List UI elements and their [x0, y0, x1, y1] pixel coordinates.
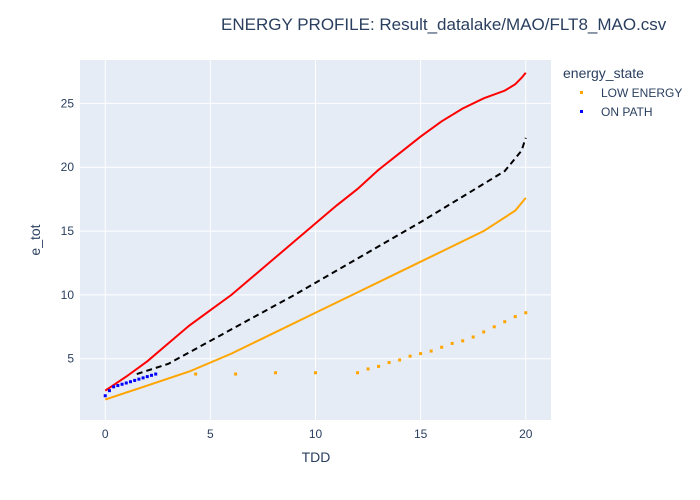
- chart-title: ENERGY PROFILE: Result_datalake/MAO/FLT8…: [221, 15, 667, 34]
- y-tick-label: 10: [61, 288, 75, 302]
- data-point-on-path: [103, 394, 107, 398]
- data-point-low-energy: [398, 358, 402, 362]
- data-point-low-energy: [524, 311, 528, 315]
- data-point-low-energy: [461, 339, 465, 343]
- legend-label-on-path: ON PATH: [601, 105, 653, 119]
- y-tick-label: 20: [61, 160, 75, 174]
- data-point-low-energy: [274, 371, 278, 375]
- y-tick-label: 15: [61, 224, 75, 238]
- series-line-2: [104, 197, 527, 401]
- x-tick-label: 0: [102, 427, 109, 441]
- x-axis-title: TDD: [302, 449, 331, 465]
- y-tick-label: 5: [67, 352, 74, 366]
- data-point-low-energy: [366, 367, 370, 371]
- data-point-low-energy: [482, 330, 486, 334]
- x-tick-label: 15: [414, 427, 428, 441]
- data-point-low-energy: [492, 325, 496, 329]
- y-tick-labels: 5 10 15 20 25: [61, 96, 75, 365]
- data-point-low-energy: [503, 320, 507, 324]
- series-line-0: [104, 72, 527, 392]
- legend-item-low-energy[interactable]: LOW ENERGY: [580, 86, 682, 100]
- x-tick-label: 20: [519, 427, 533, 441]
- data-point-low-energy: [513, 315, 517, 319]
- data-point-on-path: [133, 378, 137, 382]
- data-point-low-energy: [450, 341, 454, 345]
- x-tick-label: 10: [309, 427, 323, 441]
- legend-item-on-path[interactable]: ON PATH: [580, 105, 653, 119]
- data-point-on-path: [145, 375, 149, 379]
- x-tick-labels: 0 5 10 15 20: [102, 427, 533, 441]
- legend-label-low-energy: LOW ENERGY: [601, 86, 682, 100]
- data-point-on-path: [120, 382, 124, 386]
- legend-title: energy_state: [563, 65, 644, 81]
- data-point-low-energy: [419, 352, 423, 356]
- data-point-on-path: [107, 389, 111, 393]
- data-point-low-energy: [314, 371, 317, 375]
- y-tick-label: 25: [61, 96, 75, 110]
- data-point-on-path: [137, 377, 141, 381]
- data-point-on-path: [149, 373, 153, 377]
- legend-marker-low-energy: [580, 91, 583, 94]
- data-point-low-energy: [471, 335, 475, 339]
- data-point-low-energy: [408, 354, 412, 358]
- data-point-on-path: [116, 384, 120, 388]
- data-point-low-energy: [387, 361, 391, 365]
- x-tick-label: 5: [207, 427, 214, 441]
- legend[interactable]: energy_state LOW ENERGY ON PATH: [563, 65, 682, 119]
- data-point-on-path: [128, 380, 132, 384]
- y-axis-title: e_tot: [27, 224, 43, 255]
- series-line-1: [136, 137, 527, 375]
- data-point-low-energy: [377, 364, 381, 368]
- markers-layer: [103, 311, 528, 398]
- data-point-low-energy: [194, 372, 198, 376]
- data-point-on-path: [124, 381, 128, 385]
- data-point-low-energy: [440, 345, 444, 349]
- data-point-on-path: [154, 372, 158, 376]
- lines-layer: [104, 72, 527, 401]
- data-point-on-path: [141, 376, 145, 380]
- data-point-on-path: [112, 385, 116, 389]
- data-point-low-energy: [356, 371, 360, 375]
- data-point-low-energy: [234, 372, 238, 376]
- legend-marker-on-path: [580, 110, 583, 113]
- data-point-low-energy: [429, 349, 433, 353]
